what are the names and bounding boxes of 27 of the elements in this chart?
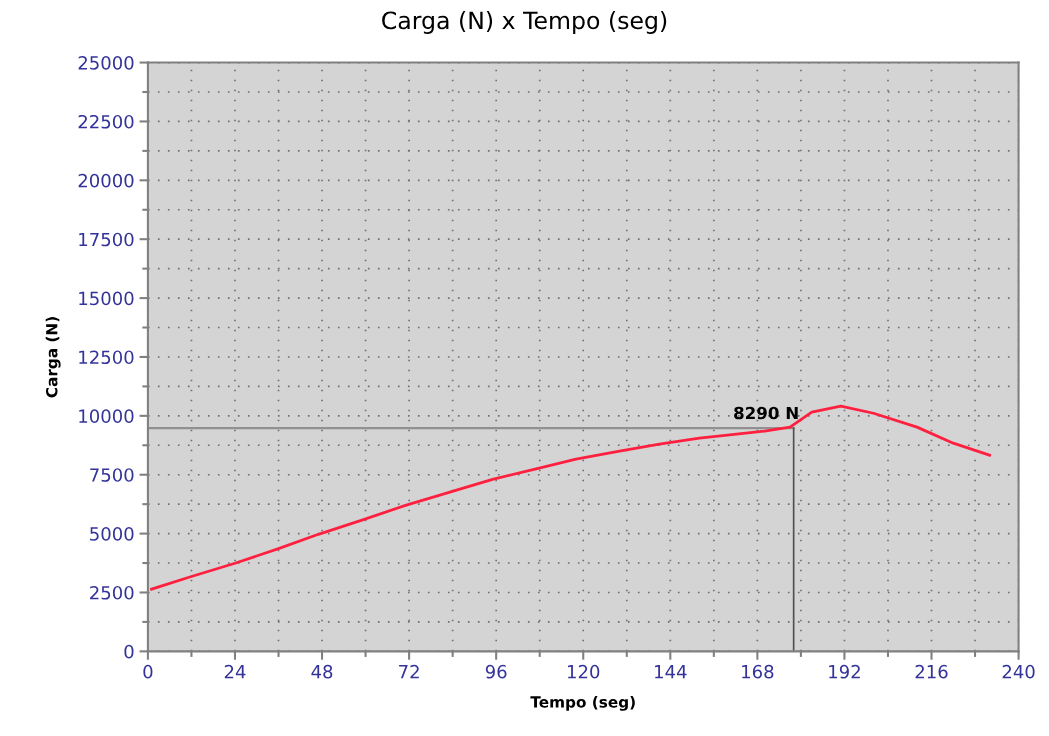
- x-tick-label: 72: [399, 664, 419, 679]
- x-tick-label: 192: [829, 664, 860, 679]
- y-tick-label: 2500: [90, 585, 134, 600]
- chart-title: Carga (N) x Tempo (seg): [382, 11, 667, 34]
- y-tick-label: 17500: [79, 232, 134, 247]
- y-tick-label: 0: [124, 644, 134, 659]
- y-axis-title: Carga (N): [45, 317, 61, 398]
- y-tick-label: 7500: [90, 468, 134, 482]
- x-tick-label: 24: [224, 664, 246, 679]
- x-tick-label: 240: [1002, 664, 1035, 679]
- y-tick-label: 20000: [78, 173, 134, 188]
- y-tick-label: 25000: [78, 56, 134, 70]
- x-tick-label: 168: [742, 664, 774, 679]
- x-tick-label: 120: [568, 664, 600, 679]
- x-tick-label: 216: [915, 664, 948, 679]
- x-tick-label: 0: [143, 664, 153, 679]
- y-tick-label: 15000: [79, 291, 134, 306]
- y-tick-label: 22500: [78, 114, 134, 129]
- y-tick-label: 5000: [90, 527, 134, 541]
- y-tick-label: 12500: [79, 350, 134, 365]
- x-axis-title: Tempo (seg): [530, 695, 635, 711]
- x-tick-label: 144: [655, 665, 687, 679]
- line-series: [150, 404, 991, 591]
- x-tick-label: 48: [311, 664, 333, 679]
- x-tick-label: 96: [485, 664, 507, 679]
- y-tick-label: 10000: [79, 409, 134, 423]
- annotation: 8290 N: [734, 406, 798, 420]
